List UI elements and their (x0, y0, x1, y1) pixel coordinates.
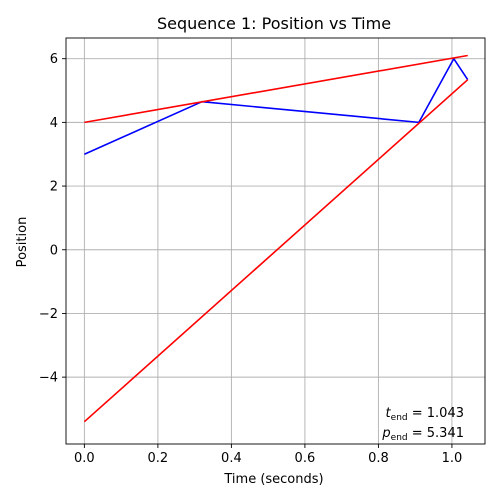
x-tick-label: 0.0 (74, 451, 95, 466)
y-tick-label: 0 (50, 243, 58, 258)
y-tick-label: −4 (39, 371, 58, 386)
t-end-symbol: t (386, 406, 392, 421)
p-end-symbol: p (381, 426, 390, 441)
p-end-subscript: end (391, 433, 408, 443)
series-line-3 (83, 79, 469, 423)
x-tick-label: 0.6 (295, 451, 316, 466)
y-tick-label: −2 (39, 307, 58, 322)
y-tick-label: 2 (50, 180, 58, 195)
y-axis-label: Position (15, 217, 30, 268)
p-end-annotation: pend = 5.341 (381, 426, 464, 443)
x-tick-label: 1.0 (442, 451, 463, 466)
t-end-value: = 1.043 (408, 406, 464, 421)
x-tick-label: 0.8 (368, 451, 389, 466)
x-tick-label: 0.4 (221, 451, 242, 466)
t-end-subscript: end (391, 413, 408, 423)
tick-group: 0.0 0.2 0.4 0.6 0.8 1.0 −4 −2 0 2 4 6 (39, 52, 462, 466)
series-line-2 (84, 54, 468, 124)
series-group (83, 54, 469, 423)
plot-frame (65, 37, 486, 445)
y-tick-label: 4 (50, 116, 58, 131)
x-tick-label: 0.2 (148, 451, 169, 466)
p-end-value: = 5.341 (408, 426, 464, 441)
t-end-annotation: tend = 1.043 (386, 406, 464, 423)
y-tick-label: 6 (50, 52, 58, 67)
chart-title: Sequence 1: Position vs Time (157, 14, 391, 33)
annotation-box: tend = 1.043 pend = 5.341 (381, 406, 464, 443)
x-axis-label: Time (seconds) (223, 472, 323, 487)
